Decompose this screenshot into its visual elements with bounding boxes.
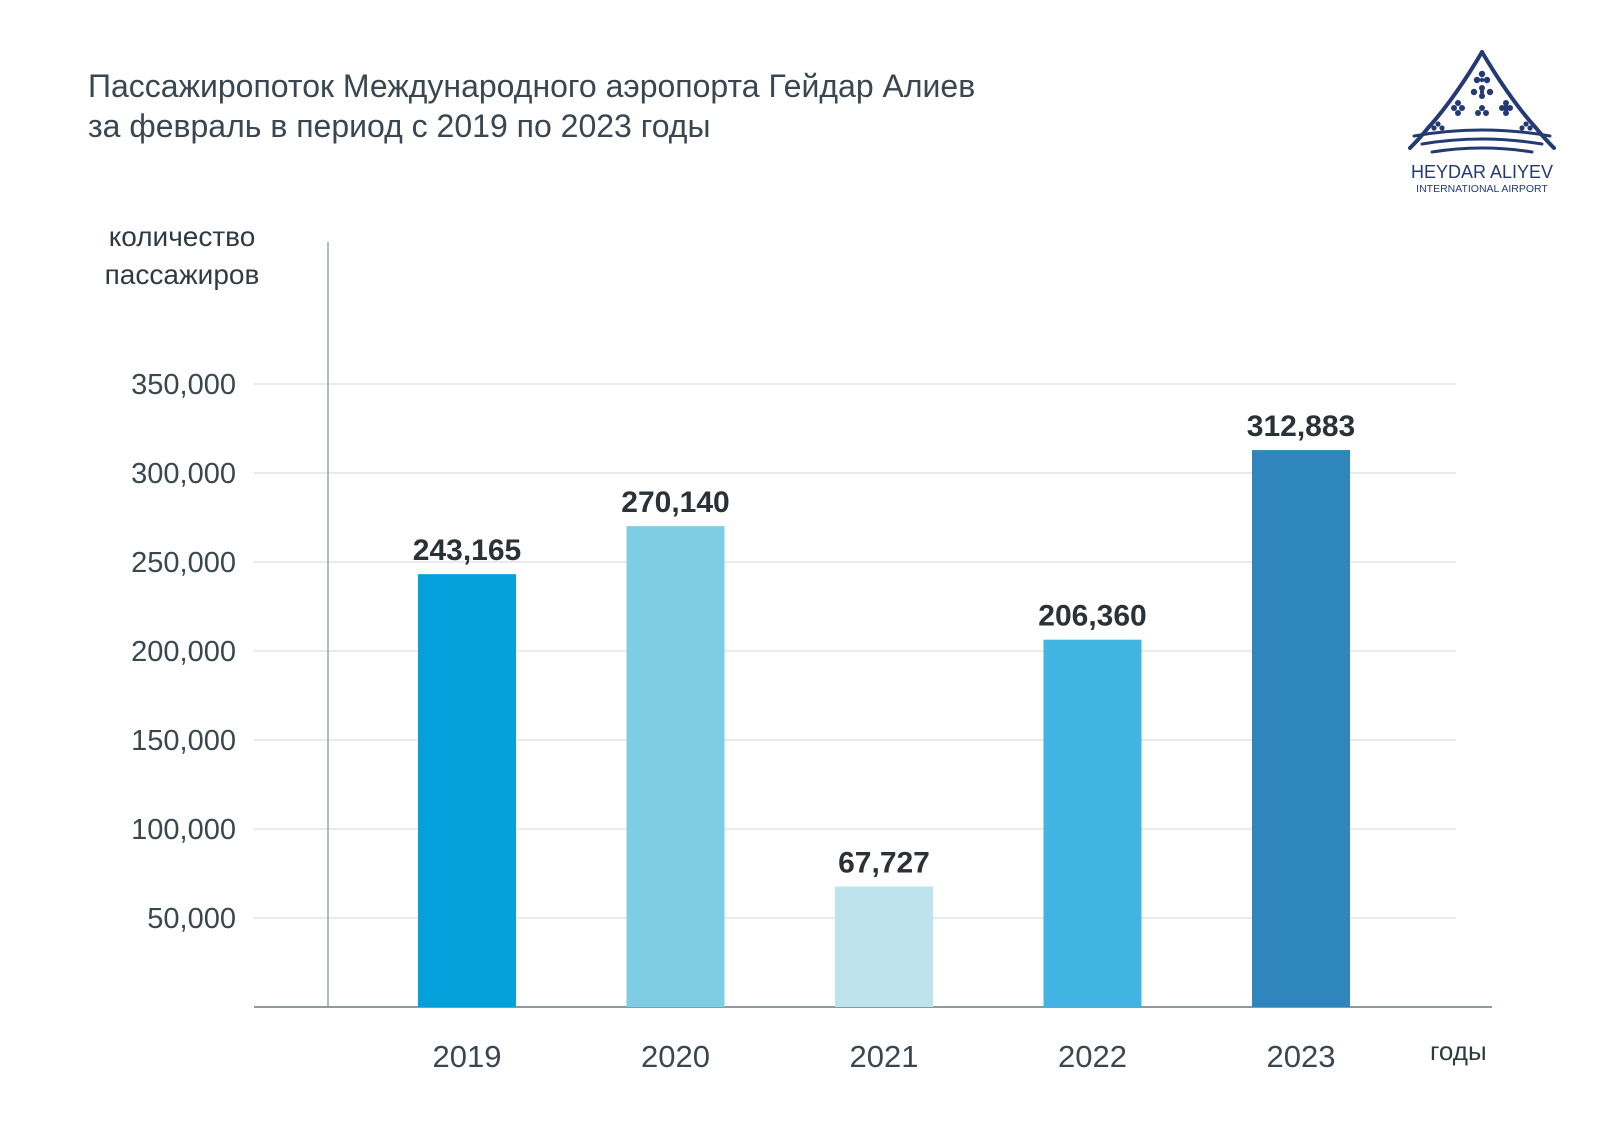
x-tick-label: 2022 <box>1058 1039 1127 1074</box>
y-tick-labels: 50,000 100,000 150,000 200,000 250,000 300,00… <box>131 369 236 935</box>
data-label-2020: 270,140 <box>621 486 729 519</box>
data-label-2019: 243,165 <box>413 534 521 567</box>
y-axis-title-line2: пассажиров <box>104 259 260 290</box>
bar-2020 <box>626 526 725 1007</box>
x-axis-title: годы <box>1430 1036 1487 1066</box>
y-tick-label: 150,000 <box>131 725 236 757</box>
y-tick-label: 200,000 <box>131 636 236 668</box>
bar-2021 <box>835 886 933 1007</box>
logo-name-line1: HEYDAR ALIYEV <box>1410 162 1554 182</box>
data-label-2022: 206,360 <box>1038 600 1146 633</box>
y-axis-title: количество пассажиров <box>84 218 280 294</box>
y-axis-title-line1: количество <box>108 221 256 252</box>
x-tick-label: 2020 <box>641 1039 710 1074</box>
x-tick-label: 2021 <box>850 1039 919 1074</box>
data-label-2021: 67,727 <box>838 846 930 879</box>
bar-2022 <box>1043 639 1142 1007</box>
x-tick-labels: 2019 2020 2021 2022 2023 <box>433 1039 1336 1074</box>
data-labels: 243,165 270,140 67,727 206,360 312,883 <box>413 410 1355 879</box>
y-tick-label: 50,000 <box>147 903 236 935</box>
y-tick-label: 300,000 <box>131 458 236 490</box>
x-tick-label: 2019 <box>433 1039 502 1074</box>
logo-name-line2: INTERNATIONAL AIRPORT <box>1416 183 1548 195</box>
x-tick-label: 2023 <box>1267 1039 1336 1074</box>
bar-2019 <box>418 574 516 1007</box>
bars <box>418 450 1350 1008</box>
y-tick-label: 250,000 <box>131 547 236 579</box>
chart-title: Пассажиропоток Международного аэропорта … <box>88 66 975 146</box>
y-tick-label: 350,000 <box>131 369 236 401</box>
airport-logo-icon <box>1408 50 1556 154</box>
bar-2023 <box>1252 450 1350 1008</box>
y-tick-label: 100,000 <box>131 814 236 846</box>
chart-title-line1: Пассажиропоток Международного аэропорта … <box>88 68 976 104</box>
chart-title-line2: за февраль в период с 2019 по 2023 годы <box>88 108 711 144</box>
data-label-2023: 312,883 <box>1247 410 1355 443</box>
